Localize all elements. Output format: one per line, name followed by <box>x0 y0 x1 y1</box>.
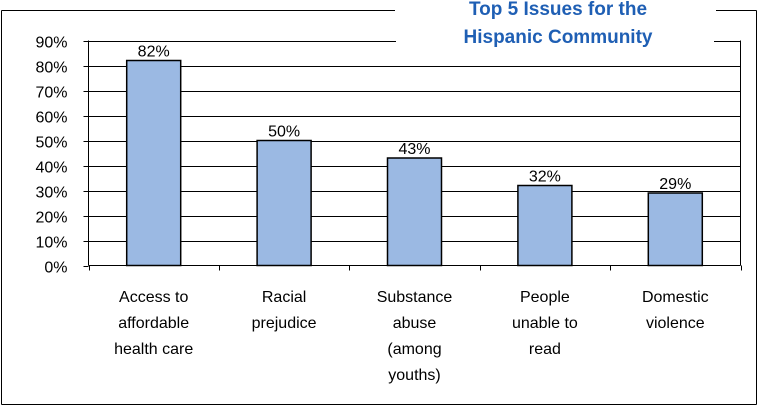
y-tick-label: 30% <box>35 185 67 202</box>
chart-title-line-2: Hispanic Community <box>464 27 653 48</box>
y-tick-label: 20% <box>35 210 67 227</box>
category-labels: Access to affordable health care Racial prej… <box>114 289 709 384</box>
bar <box>125 59 182 267</box>
category-label: Substance abuse (among youths) <box>377 289 453 384</box>
y-axis-ticks: 0% 10% 20% 30% 40% 50% 60% 70% 80% 90% <box>35 35 89 277</box>
x-axis-ticks <box>89 265 742 271</box>
category-label: Domestic violence <box>642 289 709 332</box>
bar <box>256 139 312 267</box>
y-tick-label: 40% <box>35 160 67 177</box>
data-label: 43% <box>398 141 430 158</box>
category-label: People unable to read <box>512 289 578 358</box>
data-label: 50% <box>268 124 300 141</box>
data-labels: 82% 50% 43% 32% 29% <box>138 44 692 194</box>
y-tick-label: 70% <box>35 85 67 102</box>
bars <box>125 59 704 267</box>
bar <box>517 184 573 267</box>
chart-frame <box>1 10 757 405</box>
category-label: Racial prejudice <box>252 289 317 332</box>
title-backdrop <box>396 0 714 56</box>
y-tick-label: 0% <box>44 260 67 277</box>
y-tick-label: 60% <box>35 110 67 127</box>
y-tick-label: 10% <box>35 235 67 252</box>
bar <box>647 192 704 267</box>
data-label: 32% <box>529 169 561 186</box>
y-tick-label: 50% <box>35 135 67 152</box>
chart-title-line-1: Top 5 Issues for the <box>469 0 647 20</box>
data-label: 29% <box>659 176 691 193</box>
y-tick-label: 80% <box>35 60 67 77</box>
bar <box>386 157 443 267</box>
data-label: 82% <box>138 44 170 61</box>
category-label: Access to affordable health care <box>114 289 193 358</box>
y-tick-label: 90% <box>35 35 67 52</box>
